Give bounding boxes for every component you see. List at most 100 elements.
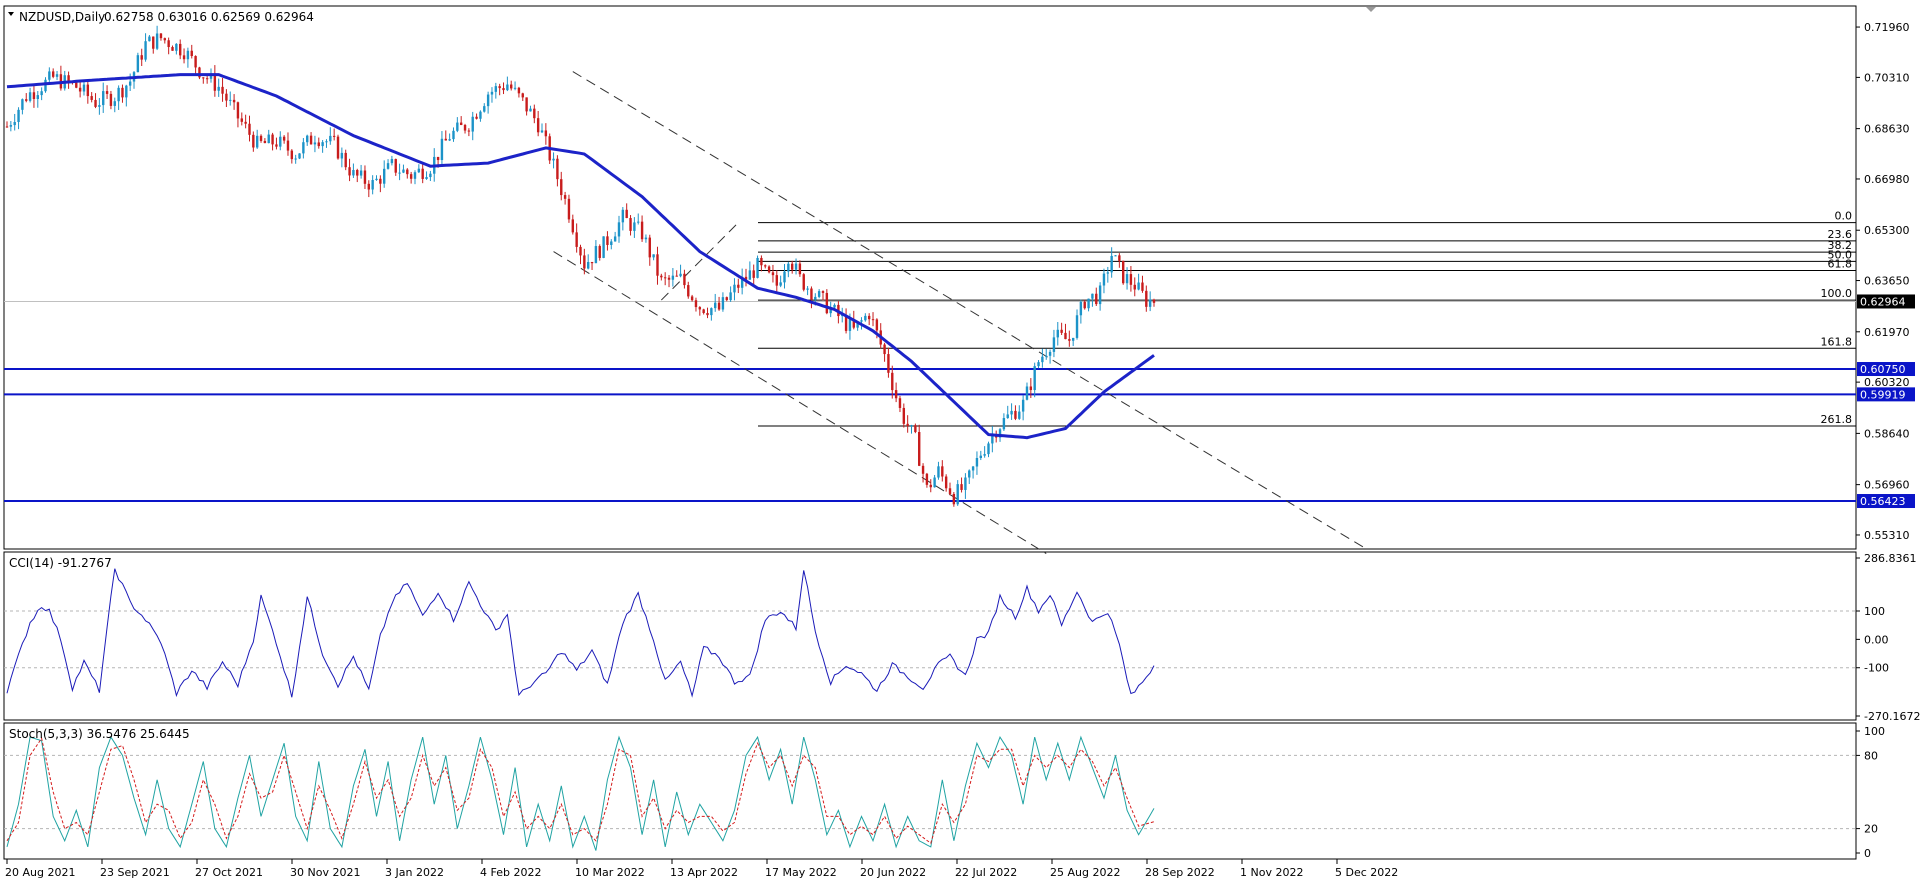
candle-body: [121, 87, 124, 98]
candle-body: [232, 99, 236, 103]
candle-body: [991, 434, 994, 444]
candle-body: [271, 134, 274, 145]
candle-body: [282, 136, 286, 141]
candle-body: [571, 219, 575, 233]
candle-body: [448, 139, 451, 141]
candle-body: [844, 315, 848, 331]
stoch-header: Stoch(5,3,3) 36.5476 25.6445: [9, 727, 190, 741]
fib-level-label: 61.8: [1828, 257, 1853, 270]
candle-body: [213, 73, 217, 91]
candle-body: [910, 425, 913, 427]
candle-body: [1087, 298, 1090, 309]
candle-body: [871, 319, 875, 321]
price-axis-label: 0.55310: [1864, 529, 1910, 542]
candle-body: [560, 179, 563, 196]
candle-body: [348, 167, 351, 176]
candle-body: [806, 288, 809, 290]
candle-body: [490, 91, 494, 95]
candle-body: [613, 236, 617, 242]
price-axis-label: 0.66980: [1864, 173, 1910, 186]
candle-body: [937, 466, 940, 478]
candle-body: [128, 81, 132, 86]
candle-body: [467, 130, 471, 132]
candle-body: [914, 425, 917, 433]
candle-body: [190, 50, 193, 57]
fib-level-label: 38.2: [1828, 239, 1853, 252]
candle-body: [891, 372, 894, 391]
candle-body: [513, 87, 517, 89]
stoch-signal-line: [6, 737, 1155, 845]
candle-body: [459, 122, 463, 126]
stoch-axis-label: 0: [1864, 847, 1871, 860]
candle-body: [952, 493, 956, 505]
candle-body: [764, 265, 767, 267]
candle-body: [756, 257, 759, 278]
candle-body: [633, 222, 636, 231]
candle-body: [25, 99, 28, 101]
cci-pane-frame: [3, 551, 1857, 721]
candle-body: [925, 473, 929, 485]
cci-axis-label: -270.1672: [1864, 710, 1920, 723]
candle-body: [90, 96, 93, 100]
candle-body: [956, 484, 959, 505]
scroll-marker-icon[interactable]: [1366, 7, 1376, 12]
candle-body: [929, 484, 932, 488]
candle-body: [155, 33, 159, 49]
candle-body: [1060, 329, 1063, 333]
stoch-pane[interactable]: 100 80 20 0: [4, 725, 1885, 860]
candle-body: [40, 91, 43, 96]
candle-body: [413, 172, 417, 179]
candle-body: [421, 168, 424, 179]
stoch-axis-label: 100: [1864, 725, 1885, 738]
cci-header: CCI(14) -91.2767: [9, 556, 112, 570]
support-price-label: 0.59919: [1860, 388, 1906, 401]
candle-body: [363, 170, 367, 184]
candle-body: [1045, 355, 1048, 357]
candle-body: [667, 277, 671, 280]
candle-body: [521, 93, 524, 98]
candle-body: [182, 55, 186, 60]
cci-pane[interactable]: 286.8361 100 0.00 -100 -270.1672: [4, 552, 1920, 723]
stoch-axis-label: 20: [1864, 823, 1878, 836]
support-price-label: 0.60750: [1860, 363, 1906, 376]
candle-body: [290, 150, 294, 160]
candle-body: [579, 246, 582, 256]
candle-body: [794, 263, 798, 270]
candle-body: [798, 263, 802, 275]
time-axis-label: 28 Sep 2022: [1145, 866, 1215, 879]
candle-body: [971, 466, 975, 471]
candle-body: [902, 407, 906, 424]
candle-body: [563, 195, 567, 199]
candle-body: [918, 432, 921, 466]
candle-body: [452, 130, 455, 140]
candle-body: [406, 169, 409, 175]
time-axis-label: 4 Feb 2022: [480, 866, 541, 879]
candle-body: [259, 135, 263, 141]
candle-body: [829, 307, 832, 314]
candle-body: [1095, 293, 1098, 305]
candle-body: [244, 121, 247, 124]
candle-body: [1025, 386, 1029, 400]
symbol-label: NZDUSD,Daily: [19, 10, 105, 24]
current-price-label: 0.62964: [1860, 295, 1906, 308]
fib-level-label: 261.8: [1821, 413, 1853, 426]
candle-body: [575, 232, 578, 247]
candle-body: [394, 159, 397, 173]
candle-body: [483, 106, 486, 112]
candle-body: [933, 477, 936, 488]
candle-body: [998, 429, 1002, 438]
candle-body: [398, 172, 401, 174]
price-pane[interactable]: 0.71960 0.70310 0.68630 0.66980 0.65300 0.636…: [4, 21, 1915, 555]
time-axis-label: 27 Oct 2021: [195, 866, 263, 879]
time-axis-label: 25 Aug 2022: [1050, 866, 1120, 879]
candle-body: [802, 274, 805, 290]
candle-body: [359, 170, 363, 176]
candle-body: [148, 36, 151, 42]
dropdown-triangle-icon[interactable]: [8, 12, 14, 16]
candle-body: [629, 218, 632, 231]
price-axis-label: 0.56960: [1864, 479, 1910, 492]
candle-body: [941, 466, 944, 477]
candle-body: [644, 237, 648, 240]
